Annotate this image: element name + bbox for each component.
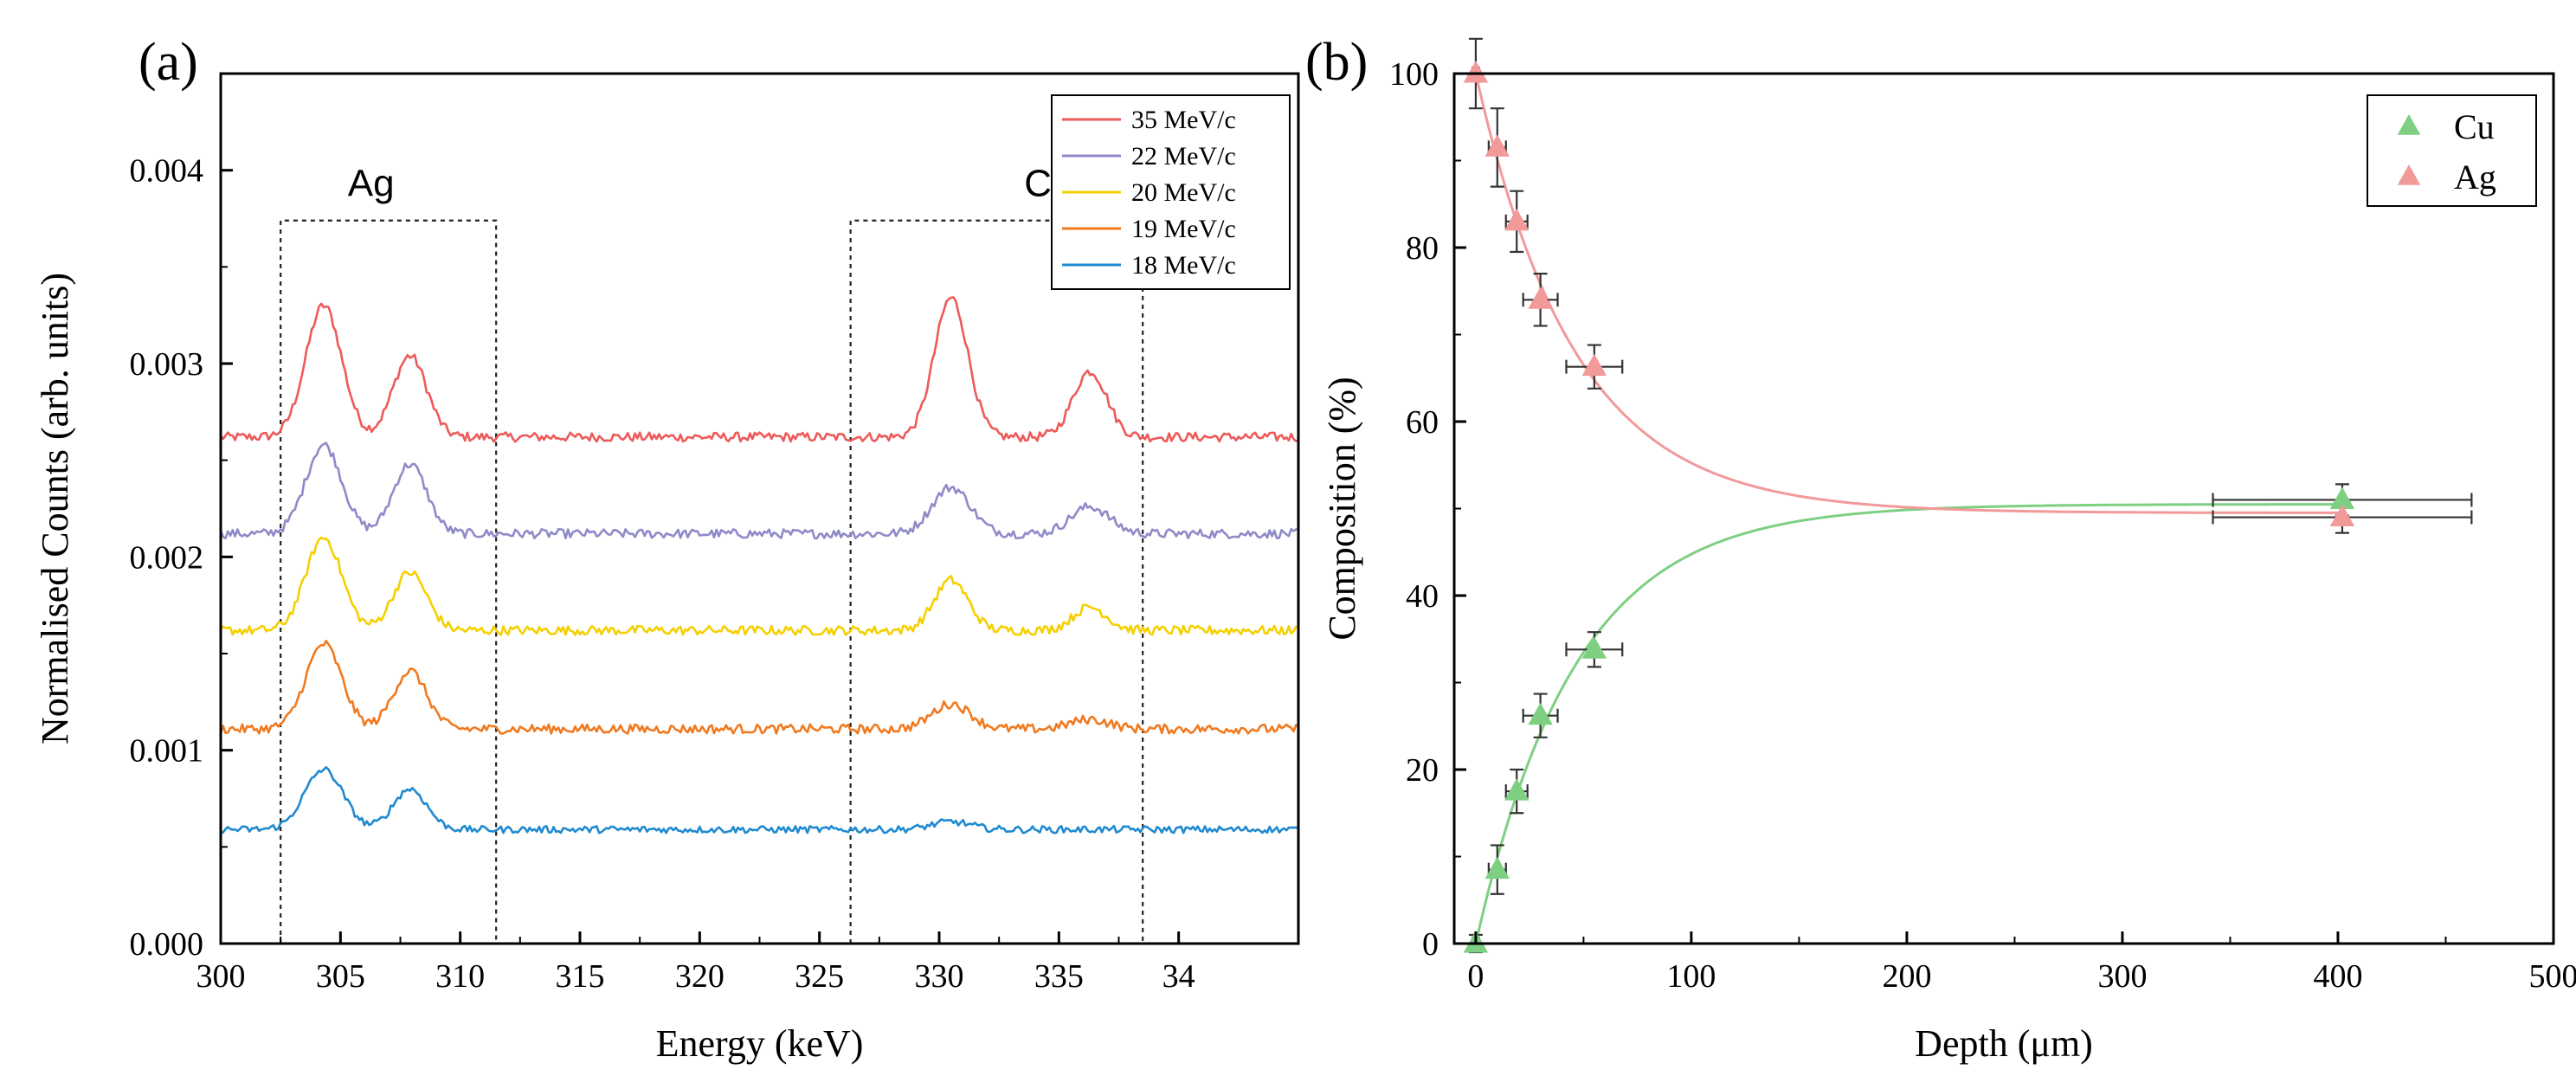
y-tick-label: 80 (1406, 230, 1439, 267)
data-point-ag (1504, 208, 1530, 231)
panel-b-composition: (b) 0 100 200 300 400 500 0 20 40 60 80 100 Depth … (1305, 33, 2576, 1065)
x-tick-label: 200 (1882, 958, 1931, 995)
x-tick-label: 500 (2529, 958, 2576, 995)
y-tick-label: 100 (1389, 56, 1439, 93)
spectrum-line-35-mevc (219, 296, 1299, 443)
panel-b-legend: Cu Ag (2367, 94, 2537, 207)
y-tick-label: 0.001 (130, 733, 204, 770)
region-label-ag: Ag (348, 163, 395, 205)
x-tick-label: 100 (1666, 958, 1716, 995)
legend-entry: 22 MeV/c (1131, 142, 1236, 171)
data-point-ag (1581, 353, 1607, 377)
x-tick-label: 400 (2313, 958, 2362, 995)
x-tick-label: 310 (435, 958, 485, 995)
panel-b-label: (b) (1305, 33, 1368, 92)
y-tick-label: 40 (1406, 578, 1439, 615)
panel-a-legend: 35 MeV/c 22 MeV/c 20 MeV/c 19 MeV/c 18 MeV/c (1051, 94, 1291, 290)
region-box-cu (849, 219, 1144, 944)
legend-entry: 19 MeV/c (1131, 215, 1236, 243)
x-tick-label: 330 (915, 958, 964, 995)
x-tick-label: 0 (1467, 958, 1484, 995)
legend-entry: Ag (2454, 158, 2496, 197)
y-tick-label: 0.000 (130, 926, 204, 963)
y-tick-label: 60 (1406, 404, 1439, 441)
panel-a-x-axis-label: Energy (keV) (656, 1022, 864, 1065)
data-point-cu (2329, 487, 2355, 509)
x-tick-label: 315 (556, 958, 605, 995)
legend-marker-cu (2397, 114, 2421, 135)
data-point-ag (1528, 287, 1553, 309)
spectrum-line-19-mevc (219, 639, 1299, 735)
panel-a-spectra: (a) Ag Cu 300 305 310 315 320 325 330 335 34 0.00… (34, 33, 1300, 1065)
legend-entry: 20 MeV/c (1131, 178, 1236, 207)
legend-entry: 18 MeV/c (1131, 251, 1236, 280)
data-point-ag (2329, 504, 2355, 527)
panel-a-y-axis-label: Normalised Counts (arb. units) (34, 273, 76, 744)
x-tick-label: 34 (1162, 958, 1195, 995)
data-point-ag (1463, 61, 1489, 83)
legend-entry: Cu (2454, 107, 2495, 146)
y-tick-label: 20 (1406, 752, 1439, 789)
y-tick-label: 0.002 (130, 539, 204, 576)
x-tick-label: 300 (196, 958, 246, 995)
panel-b-x-axis-label: Depth (μm) (1915, 1022, 2093, 1065)
legend-entry: 35 MeV/c (1131, 106, 1236, 134)
spectrum-line-18-mevc (220, 765, 1299, 834)
x-tick-label: 335 (1034, 958, 1084, 995)
y-tick-label: 0 (1422, 926, 1439, 963)
panel-b-y-axis-label: Composition (%) (1321, 377, 1363, 640)
region-box-ag (280, 219, 498, 944)
spectrum-line-20-mevc (219, 536, 1299, 636)
panel-a-label: (a) (138, 33, 198, 92)
x-tick-label: 300 (2097, 958, 2147, 995)
fit-curve-ag (1474, 73, 2342, 514)
data-point-cu (1484, 856, 1510, 880)
fit-curve-cu (1474, 503, 2342, 944)
x-tick-label: 320 (675, 958, 724, 995)
data-point-cu (1504, 778, 1530, 801)
y-tick-label: 0.004 (130, 153, 204, 190)
y-tick-label: 0.003 (130, 346, 204, 383)
spectrum-line-22-mevc (219, 441, 1299, 540)
data-point-cu (1581, 636, 1607, 659)
legend-marker-ag (2397, 164, 2421, 185)
x-tick-label: 325 (795, 958, 844, 995)
data-point-ag (1484, 134, 1510, 157)
data-point-cu (1528, 702, 1553, 725)
x-tick-label: 305 (316, 958, 365, 995)
